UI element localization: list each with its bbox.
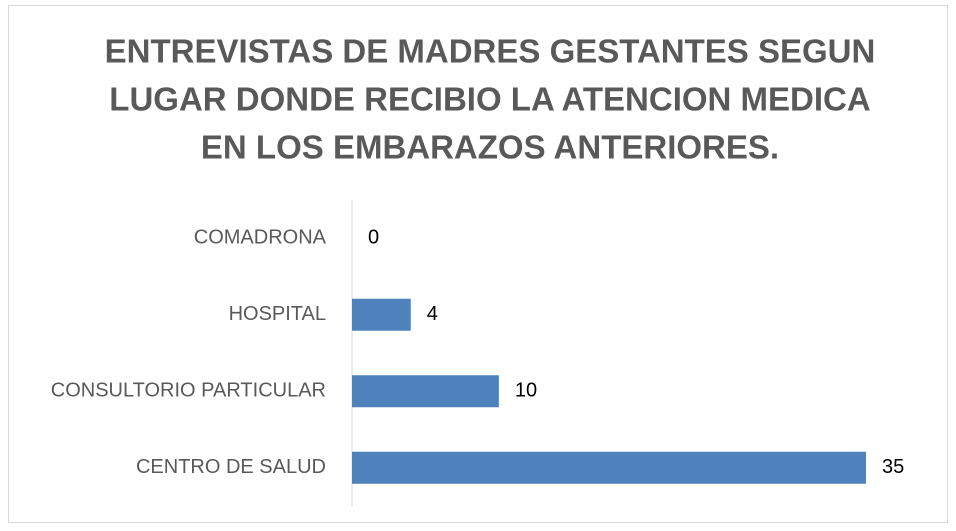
- category-label: COMADRONA: [194, 227, 327, 249]
- bar: [352, 375, 499, 408]
- value-label: 10: [515, 380, 537, 402]
- bar: [352, 451, 866, 484]
- chart-border: [8, 5, 948, 523]
- chart-title: LUGAR DONDE RECIBIO LA ATENCION MEDICA: [109, 81, 870, 118]
- category-label: CENTRO DE SALUD: [136, 456, 326, 478]
- bar: [352, 298, 411, 331]
- chart-title: EN LOS EMBARAZOS ANTERIORES.: [201, 129, 779, 166]
- chart-title: ENTREVISTAS DE MADRES GESTANTES SEGUN: [105, 33, 876, 70]
- value-label: 35: [882, 456, 904, 478]
- value-label: 0: [368, 227, 379, 249]
- category-label: CONSULTORIO PARTICULAR: [51, 380, 326, 402]
- category-label: HOSPITAL: [229, 303, 326, 325]
- value-label: 4: [427, 303, 438, 325]
